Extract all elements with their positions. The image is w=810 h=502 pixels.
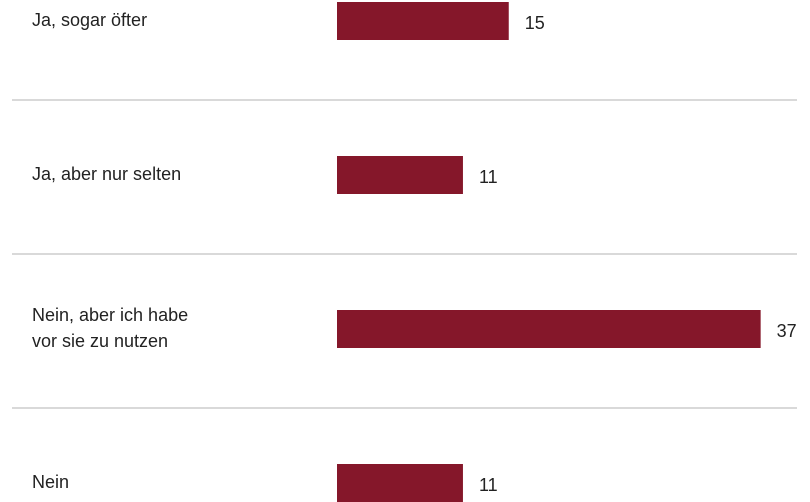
bar bbox=[337, 464, 463, 502]
bar bbox=[337, 310, 761, 348]
value-label: 37 bbox=[777, 321, 797, 341]
category-label: Ja, sogar öfter bbox=[32, 10, 147, 30]
category-label-line: Ja, sogar öfter bbox=[32, 10, 147, 30]
value-label: 11 bbox=[479, 475, 498, 495]
value-label: 15 bbox=[525, 13, 545, 33]
category-label-line: Nein bbox=[32, 472, 69, 492]
bar bbox=[337, 156, 463, 194]
category-label-line: vor sie zu nutzen bbox=[32, 331, 168, 351]
value-label: 11 bbox=[479, 167, 498, 187]
category-label: Nein, aber ich habe vor sie zu nutzen bbox=[32, 305, 188, 351]
category-label: Nein bbox=[32, 472, 69, 492]
category-label: Ja, aber nur selten bbox=[32, 164, 181, 184]
category-label-line: Nein, aber ich habe bbox=[32, 305, 188, 325]
category-label-line: Ja, aber nur selten bbox=[32, 164, 181, 184]
bar bbox=[337, 2, 509, 40]
